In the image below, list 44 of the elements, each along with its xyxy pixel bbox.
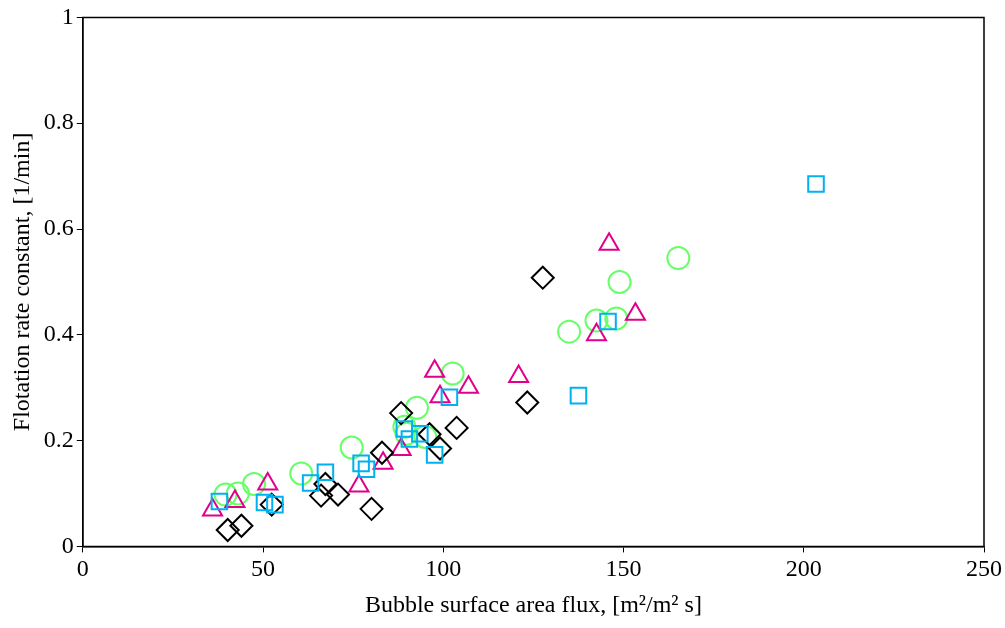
point <box>225 481 250 506</box>
point <box>807 175 825 193</box>
point <box>607 269 632 294</box>
point <box>352 454 370 473</box>
point <box>289 461 314 486</box>
x-tick-label: 200 <box>785 555 822 582</box>
point <box>242 471 267 496</box>
point <box>569 386 588 405</box>
point <box>339 435 364 460</box>
point <box>213 482 238 507</box>
y-tick-label: 0.2 <box>43 425 74 452</box>
y-axis-title: Flotation rate constant, [1/min] <box>7 132 34 432</box>
point <box>584 308 609 333</box>
point <box>428 436 453 461</box>
y-tick-label: 0.4 <box>43 320 74 347</box>
point <box>404 395 429 420</box>
point <box>440 361 465 386</box>
point <box>666 246 691 271</box>
point <box>530 265 555 290</box>
point <box>309 483 334 508</box>
y-tick-label: 1 <box>61 2 74 29</box>
x-tick-label: 150 <box>605 555 642 582</box>
point <box>557 319 582 344</box>
point <box>604 306 629 331</box>
point <box>259 492 284 517</box>
x-tick-label: 50 <box>251 555 276 582</box>
y-tick-label: 0.6 <box>43 214 74 241</box>
point <box>316 463 335 482</box>
point <box>444 415 469 440</box>
point <box>359 496 384 521</box>
point <box>392 414 417 439</box>
y-tick-label: 0 <box>61 531 74 558</box>
x-tick-label: 100 <box>425 555 462 582</box>
x-tick-label: 250 <box>966 555 1002 582</box>
point <box>357 460 376 478</box>
x-axis-title: Bubble surface area flux, [m²/m² s] <box>364 590 702 617</box>
point <box>229 513 254 538</box>
y-tick-label: 0.8 <box>43 108 74 135</box>
point <box>370 440 394 465</box>
point <box>215 518 240 542</box>
point <box>515 390 540 415</box>
point <box>389 401 414 426</box>
point <box>313 471 338 496</box>
point <box>326 482 351 507</box>
